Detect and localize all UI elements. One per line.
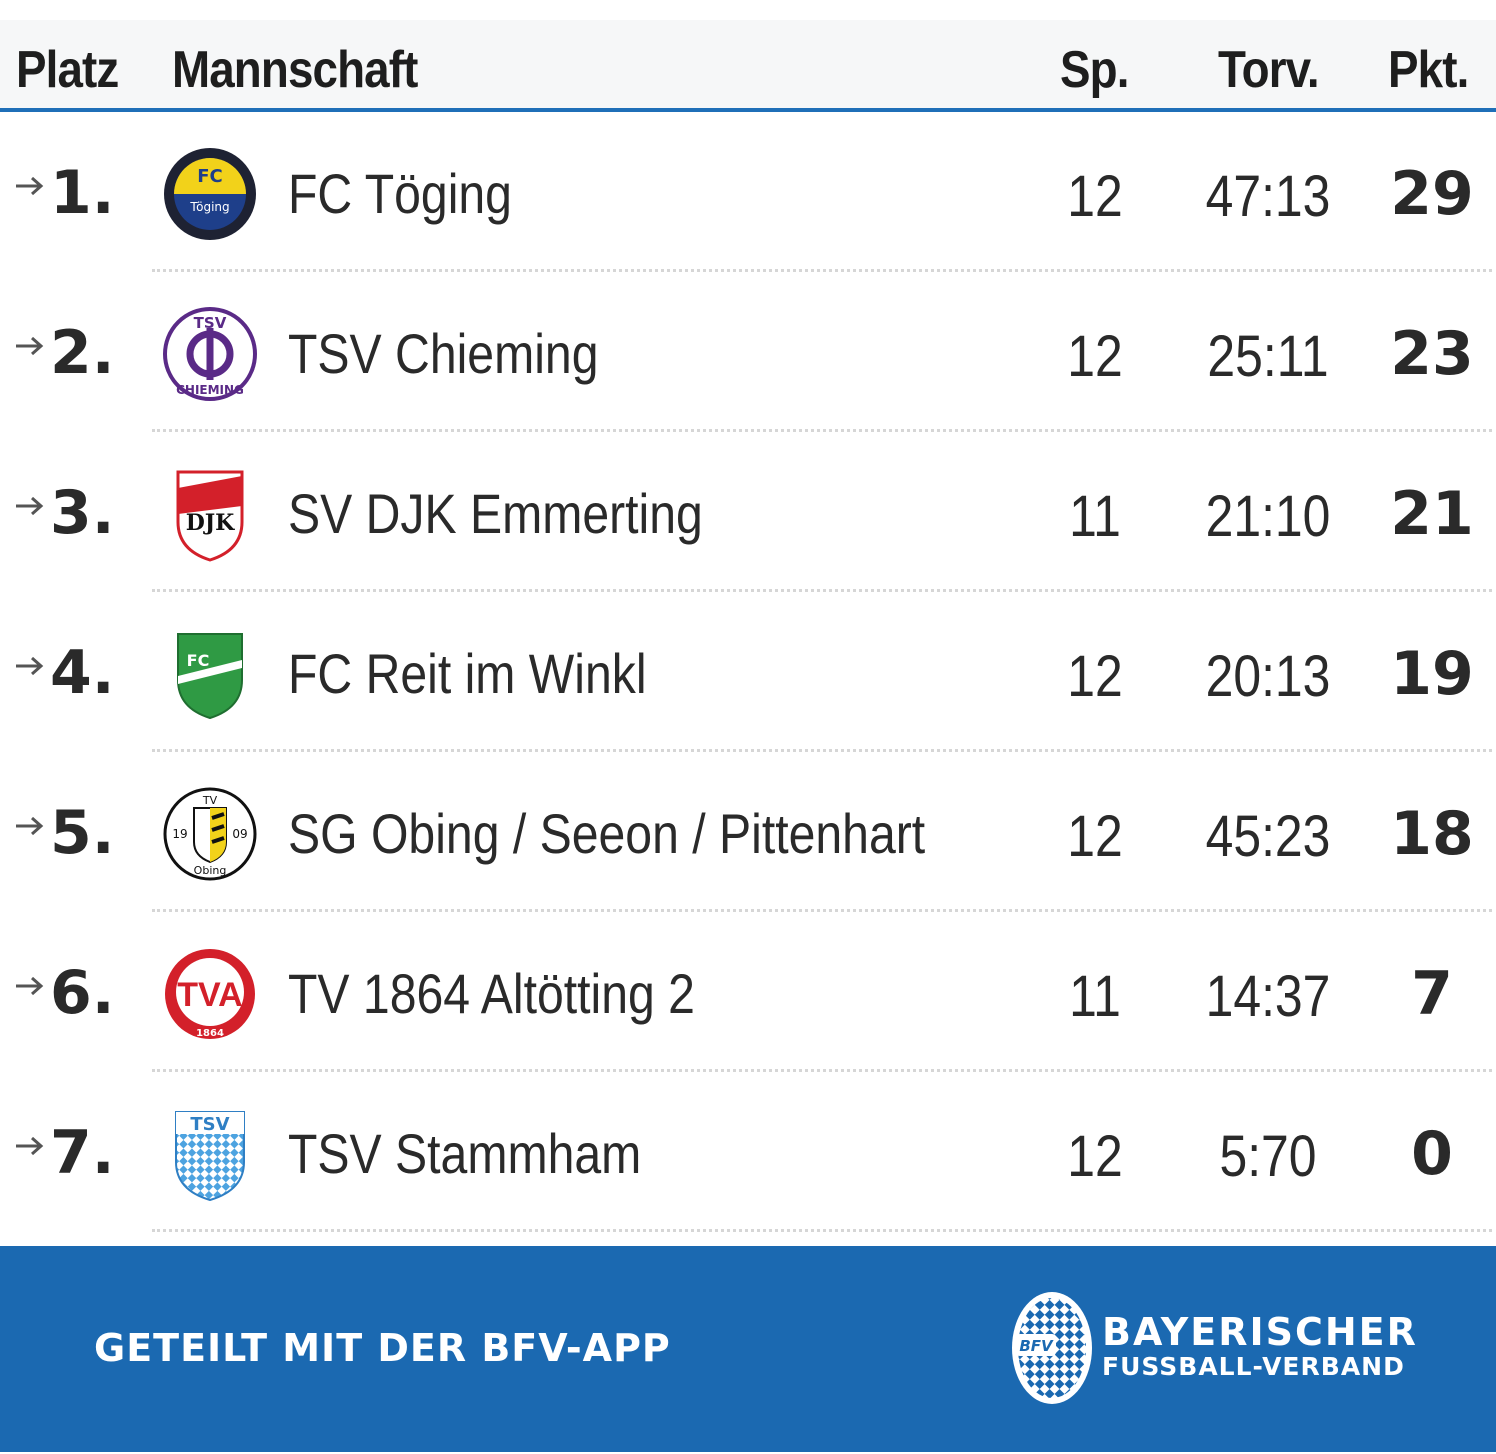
- goal-difference: 5:70: [1219, 1124, 1317, 1189]
- goal-difference: 21:10: [1205, 484, 1331, 549]
- table-row[interactable]: 5. TV 19 09 Obing SG Obing / Seeon / Pit…: [0, 752, 1496, 912]
- goal-difference: 47:13: [1205, 164, 1331, 229]
- rank: 6.: [50, 958, 115, 1028]
- team-name[interactable]: FC Töging: [288, 162, 512, 225]
- rank: 5.: [50, 798, 115, 868]
- row-divider: [152, 909, 1492, 912]
- svg-text:19: 19: [172, 827, 187, 841]
- team-name[interactable]: TSV Chieming: [288, 322, 599, 385]
- svg-text:Töging: Töging: [189, 200, 229, 214]
- points: 23: [1390, 319, 1474, 389]
- table-row[interactable]: 4. FC FC Reit im Winkl 12 20:13 19: [0, 592, 1496, 752]
- arrow-right-icon: [16, 1136, 44, 1156]
- svg-text:FC: FC: [197, 166, 223, 187]
- points: 18: [1390, 799, 1474, 869]
- table-row[interactable]: 6. TVA 1864 TV 1864 Altötting 2 11 14:37…: [0, 912, 1496, 1072]
- tsv-chieming-crest-icon: TSV CHIEMING: [163, 307, 257, 401]
- rank: 7.: [50, 1118, 115, 1188]
- table-row[interactable]: 3. DJK SV DJK Emmerting 11 21:10 21: [0, 432, 1496, 592]
- header-mannschaft[interactable]: Mannschaft: [172, 41, 418, 99]
- points: 7: [1411, 959, 1453, 1029]
- games-played: 12: [1067, 644, 1123, 709]
- svg-text:BFV: BFV: [1019, 1337, 1054, 1355]
- points: 21: [1390, 479, 1474, 549]
- arrow-right-icon: [16, 336, 44, 356]
- row-divider: [152, 749, 1492, 752]
- rank: 1.: [50, 158, 115, 228]
- points: 0: [1411, 1119, 1453, 1189]
- team-name[interactable]: TSV Stammham: [288, 1122, 642, 1185]
- svg-text:TSV: TSV: [190, 1114, 229, 1135]
- tv-obing-crest-icon: TV 19 09 Obing: [163, 787, 257, 881]
- org-name-line2: FUSSBALL-VERBAND: [1102, 1352, 1405, 1381]
- row-divider: [152, 269, 1492, 272]
- header-punkte[interactable]: Pkt.: [1388, 41, 1469, 99]
- row-divider: [152, 1069, 1492, 1072]
- svg-text:TVA: TVA: [177, 976, 242, 1014]
- arrow-right-icon: [16, 176, 44, 196]
- goal-difference: 20:13: [1205, 644, 1331, 709]
- sv-djk-emmerting-crest-icon: DJK: [176, 470, 244, 562]
- row-divider: [152, 589, 1492, 592]
- arrow-right-icon: [16, 496, 44, 516]
- rank: 4.: [50, 638, 115, 708]
- points: 19: [1390, 639, 1474, 709]
- header-spiele[interactable]: Sp.: [1060, 41, 1129, 99]
- header-platz[interactable]: Platz: [16, 41, 119, 99]
- svg-text:DJK: DJK: [186, 510, 235, 536]
- tsv-stammham-crest-icon: TSV: [175, 1111, 245, 1202]
- team-name[interactable]: TV 1864 Altötting 2: [288, 962, 695, 1025]
- table-header: Platz Mannschaft Sp. Torv. Pkt.: [0, 20, 1496, 112]
- team-name[interactable]: FC Reit im Winkl: [288, 642, 647, 705]
- games-played: 11: [1069, 484, 1121, 549]
- arrow-right-icon: [16, 656, 44, 676]
- rank: 3.: [50, 478, 115, 548]
- goal-difference: 25:11: [1207, 324, 1329, 389]
- svg-text:TSV: TSV: [194, 314, 227, 332]
- standings-table: 1. FC Töging FC Töging 12 47:13 29 2. TS…: [0, 112, 1496, 1232]
- bfv-logo-icon[interactable]: BFV: [1010, 1290, 1094, 1406]
- header-torverhaeltnis[interactable]: Torv.: [1218, 41, 1320, 99]
- org-name-line1: BAYERISCHER: [1102, 1310, 1418, 1354]
- svg-text:Obing: Obing: [194, 864, 227, 877]
- games-played: 12: [1067, 804, 1123, 869]
- footer-banner: GETEILT MIT DER BFV-APP BFV BAYERISCHER …: [0, 1246, 1496, 1452]
- games-played: 11: [1069, 964, 1121, 1029]
- games-played: 12: [1067, 1124, 1123, 1189]
- games-played: 12: [1067, 324, 1123, 389]
- svg-text:CHIEMING: CHIEMING: [176, 383, 244, 397]
- table-row[interactable]: 7. TSV TSV Stammham 12 5:70 0: [0, 1072, 1496, 1232]
- svg-text:09: 09: [232, 827, 247, 841]
- team-name[interactable]: SG Obing / Seeon / Pittenhart: [288, 802, 926, 865]
- rank: 2.: [50, 318, 115, 388]
- svg-text:1864: 1864: [196, 1028, 224, 1039]
- table-row[interactable]: 2. TSV CHIEMING TSV Chieming 12 25:11 23: [0, 272, 1496, 432]
- arrow-right-icon: [16, 976, 44, 996]
- team-name[interactable]: SV DJK Emmerting: [288, 482, 703, 545]
- row-divider: [152, 1229, 1492, 1232]
- goal-difference: 14:37: [1205, 964, 1331, 1029]
- svg-text:FC: FC: [187, 651, 210, 670]
- fc-reit-im-winkl-crest-icon: FC: [177, 633, 243, 720]
- svg-text:TV: TV: [202, 794, 218, 807]
- games-played: 12: [1067, 164, 1123, 229]
- top-band: [0, 0, 1496, 20]
- tv-altotting-crest-icon: TVA 1864: [165, 949, 255, 1039]
- table-row[interactable]: 1. FC Töging FC Töging 12 47:13 29: [0, 112, 1496, 272]
- arrow-right-icon: [16, 816, 44, 836]
- goal-difference: 45:23: [1205, 804, 1331, 869]
- row-divider: [152, 429, 1492, 432]
- shared-with-app-label: GETEILT MIT DER BFV-APP: [94, 1326, 671, 1370]
- fc-toging-crest-icon: FC Töging: [164, 148, 256, 240]
- points: 29: [1390, 159, 1474, 229]
